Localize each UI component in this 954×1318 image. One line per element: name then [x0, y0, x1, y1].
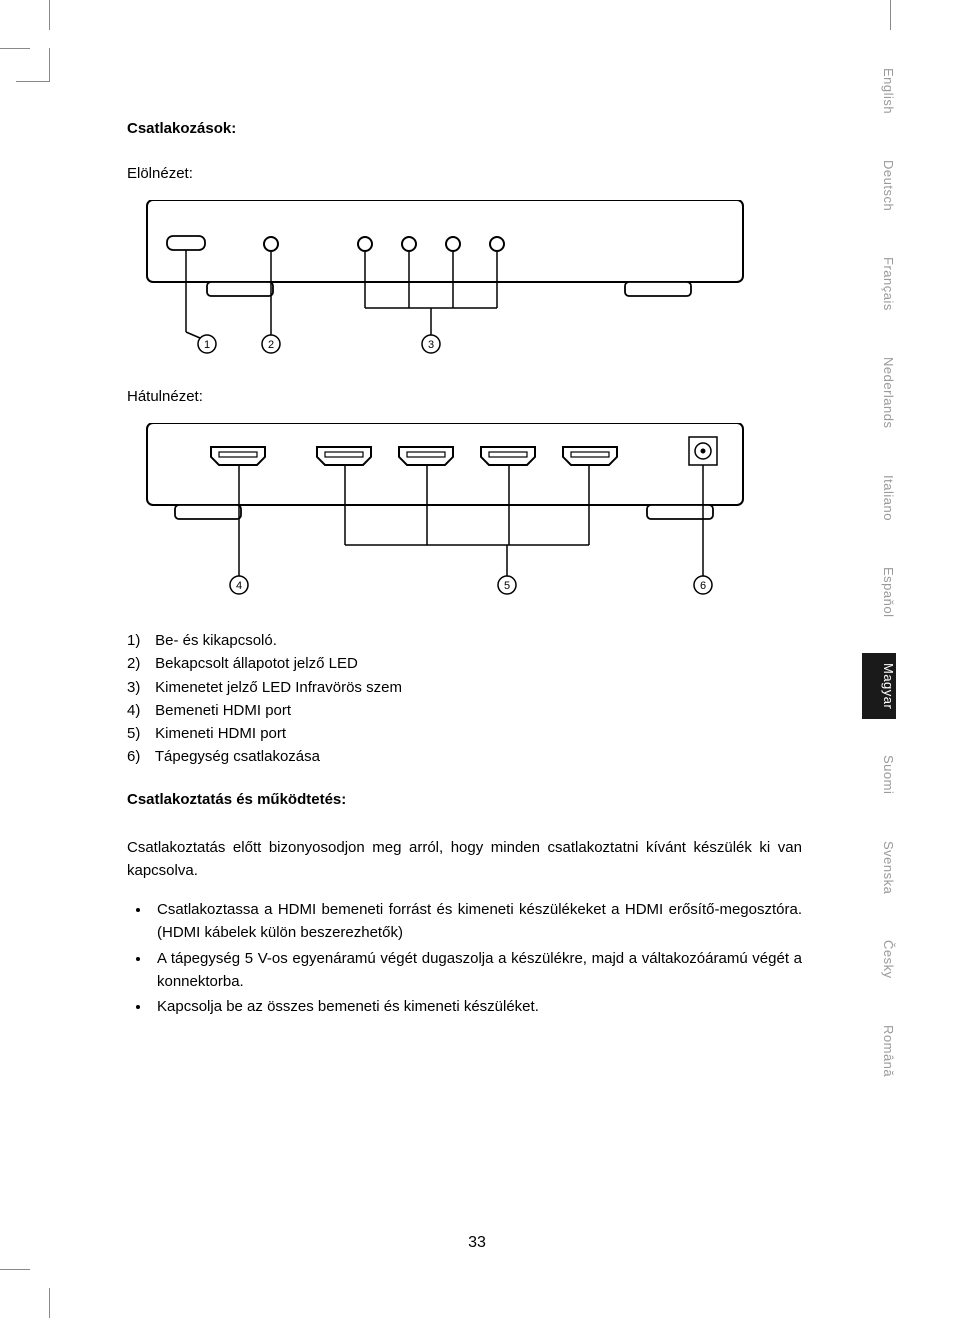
instruction-item: Csatlakoztassa a HDMI bemeneti forrást é…: [151, 898, 802, 945]
legend-item: 4) Bemeneti HDMI port: [127, 699, 802, 722]
crop-mark: [890, 0, 891, 30]
legend-item: 1) Be- és kikapcsoló.: [127, 629, 802, 652]
language-tab-nederlands[interactable]: Nederlands: [862, 347, 896, 439]
svg-text:2: 2: [268, 339, 274, 351]
rear-view-label: Hátulnézet:: [127, 388, 802, 405]
crop-mark: [0, 1269, 30, 1270]
crop-mark: [49, 1288, 50, 1318]
instruction-item: A tápegység 5 V-os egyenáramú végét duga…: [151, 947, 802, 994]
front-view-diagram: 1 2 3: [127, 200, 802, 360]
legend-list: 1) Be- és kikapcsoló.2) Bekapcsolt állap…: [127, 629, 802, 769]
language-tabs: English Deutsch Français Nederlands Italiano…: [862, 58, 896, 1087]
language-tab-english[interactable]: English: [862, 58, 896, 124]
instruction-item: Kapcsolja be az összes bemeneti és kimen…: [151, 995, 802, 1018]
legend-item: 6) Tápegység csatlakozása: [127, 745, 802, 768]
crop-mark: [0, 48, 30, 49]
language-tab-français[interactable]: Français: [862, 247, 896, 321]
svg-text:1: 1: [204, 339, 210, 351]
instruction-bullets: Csatlakoztassa a HDMI bemeneti forrást é…: [127, 898, 802, 1018]
language-tab-italiano[interactable]: Italiano: [862, 465, 896, 531]
legend-item: 2) Bekapcsolt állapotot jelző LED: [127, 652, 802, 675]
legend-item: 3) Kimenetet jelző LED Infravörös szem: [127, 676, 802, 699]
svg-text:4: 4: [236, 580, 242, 592]
rear-view-diagram: 4 5 6: [127, 423, 802, 601]
language-tab-deutsch[interactable]: Deutsch: [862, 150, 896, 221]
svg-text:3: 3: [428, 339, 434, 351]
section-connections-title: Csatlakozások:: [127, 120, 802, 137]
section-operation-title: Csatlakoztatás és működtetés:: [127, 791, 802, 808]
crop-mark: [16, 48, 50, 82]
language-tab-magyar[interactable]: Magyar: [862, 653, 896, 719]
legend-item: 5) Kimeneti HDMI port: [127, 722, 802, 745]
crop-mark: [49, 0, 50, 30]
language-tab-română[interactable]: Română: [862, 1015, 896, 1087]
language-tab-espaňol[interactable]: Espaňol: [862, 557, 896, 627]
language-tab-svenska[interactable]: Svenska: [862, 831, 896, 904]
svg-text:5: 5: [504, 580, 510, 592]
page-content: Csatlakozások: Elölnézet: 1 2 3 Hátulnézet…: [127, 120, 802, 1020]
page-number: 33: [0, 1234, 954, 1252]
language-tab-česky[interactable]: Česky: [862, 930, 896, 989]
intro-paragraph: Csatlakoztatás előtt bizonyosodjon meg a…: [127, 836, 802, 883]
language-tab-suomi[interactable]: Suomi: [862, 745, 896, 804]
svg-text:6: 6: [700, 580, 706, 592]
front-view-label: Elölnézet:: [127, 165, 802, 182]
